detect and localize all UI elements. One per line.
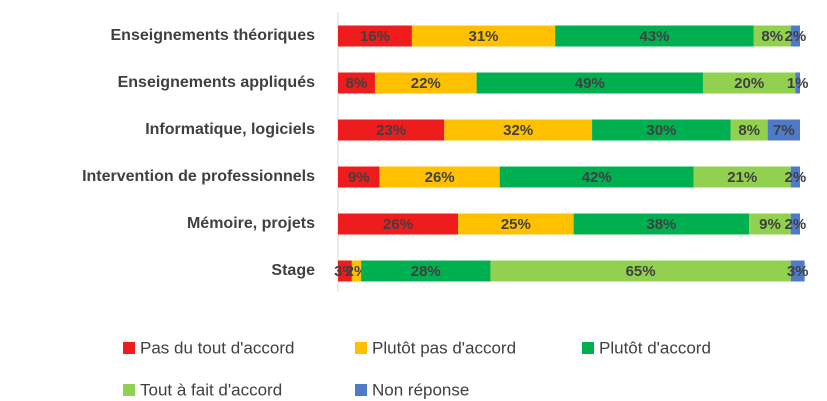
bar-segment <box>379 166 500 188</box>
data-label: 3% <box>787 263 809 280</box>
bar-segment <box>753 25 791 47</box>
data-label: 21% <box>727 169 757 186</box>
category-label: Mémoire, projets <box>187 215 315 232</box>
data-label: 65% <box>626 263 656 280</box>
bar-segment <box>338 166 380 188</box>
bar-segment <box>555 25 754 47</box>
category-label: Enseignements appliqués <box>118 74 315 91</box>
legend-swatch <box>355 384 367 396</box>
data-label: 49% <box>575 75 605 92</box>
data-label: 32% <box>503 122 533 139</box>
legend-label: Tout à fait d'accord <box>140 380 282 399</box>
bar-segment <box>458 213 574 235</box>
legend-swatch <box>355 342 367 354</box>
legend-swatch <box>123 384 135 396</box>
data-label: 25% <box>501 216 531 233</box>
bar-segment <box>351 260 362 282</box>
category-label: Informatique, logiciels <box>145 121 315 138</box>
data-label: 2% <box>785 216 807 233</box>
bar-segment <box>749 213 791 235</box>
bar-segment <box>795 72 800 94</box>
data-label: 2% <box>785 169 807 186</box>
data-label: 26% <box>425 169 455 186</box>
data-label: 8% <box>761 28 783 45</box>
bar-segment <box>411 25 556 47</box>
category-label: Enseignements théoriques <box>111 27 316 44</box>
bar-segment <box>361 260 491 282</box>
legend-label: Plutôt pas d'accord <box>372 338 516 357</box>
legend-label: Pas du tout d'accord <box>140 338 294 357</box>
data-label: 38% <box>646 216 676 233</box>
bar-segment <box>790 166 800 188</box>
legend-label: Non réponse <box>372 380 469 399</box>
data-label: 42% <box>582 169 612 186</box>
data-label: 22% <box>411 75 441 92</box>
data-label: 3% <box>334 263 356 280</box>
data-label: 8% <box>738 122 760 139</box>
bar-segment <box>490 260 791 282</box>
data-label: 30% <box>646 122 676 139</box>
bar-segment <box>790 213 800 235</box>
data-label: 2% <box>785 28 807 45</box>
data-label: 8% <box>346 75 368 92</box>
bar-segment <box>702 72 796 94</box>
data-label: 9% <box>759 216 781 233</box>
category-label: Stage <box>271 262 315 279</box>
bar-segment <box>338 213 459 235</box>
data-label: 9% <box>348 169 370 186</box>
data-label: 16% <box>360 28 390 45</box>
data-label: 43% <box>639 28 669 45</box>
bar-segment <box>499 166 694 188</box>
bar-segment <box>790 260 805 282</box>
data-label: 20% <box>734 75 764 92</box>
data-label: 1% <box>787 75 809 92</box>
category-label: Intervention de professionnels <box>82 168 315 185</box>
bar-segment <box>338 25 412 47</box>
bar-segment <box>573 213 750 235</box>
legend-swatch <box>123 342 135 354</box>
bar-segment <box>444 119 593 141</box>
bar-segment <box>338 260 352 282</box>
bar-segment <box>338 119 445 141</box>
bar-segment <box>790 25 800 47</box>
legend-label: Plutôt d'accord <box>599 338 711 357</box>
data-label: 7% <box>773 122 795 139</box>
data-label: 31% <box>469 28 499 45</box>
bar-segment <box>476 72 703 94</box>
bar-segment <box>693 166 791 188</box>
legend-swatch <box>582 342 594 354</box>
bar-segment <box>338 72 375 94</box>
bar-segment <box>767 119 800 141</box>
data-label: 23% <box>376 122 406 139</box>
data-label: 26% <box>383 216 413 233</box>
data-label: 28% <box>411 263 441 280</box>
bar-segment <box>592 119 731 141</box>
bar-segment <box>730 119 768 141</box>
bar-segment <box>374 72 477 94</box>
